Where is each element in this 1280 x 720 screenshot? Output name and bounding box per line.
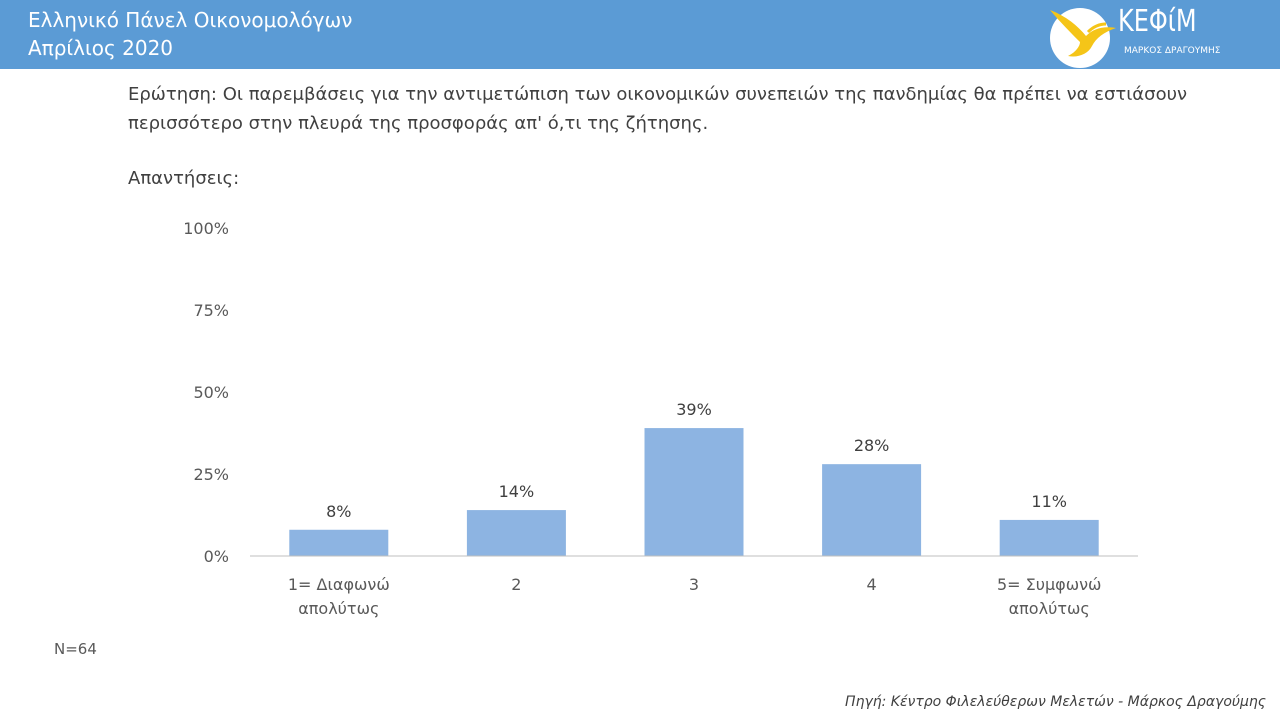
y-tick-label: 75% (193, 301, 229, 320)
data-label: 14% (499, 482, 535, 501)
bar (999, 519, 1099, 556)
panel-date: Απρίλιος 2020 (28, 36, 174, 60)
source-note: Πηγή: Κέντρο Φιλελεύθερων Μελετών - Μάρκ… (845, 694, 1266, 710)
x-tick-label: 3 (689, 575, 699, 594)
y-tick-label: 0% (204, 547, 229, 566)
x-tick-label: απολύτως (298, 599, 379, 618)
sample-size: N=64 (54, 640, 97, 658)
data-label: 39% (676, 400, 712, 419)
answers-label: Απαντήσεις: (128, 168, 240, 189)
x-tick-label: 5= Συμφωνώ (997, 575, 1102, 594)
logo-name: ΚΕΦίΜ (1118, 4, 1197, 39)
y-tick-label: 100% (183, 219, 229, 238)
data-label: 28% (854, 436, 890, 455)
panel-title: Ελληνικό Πάνελ Οικονομολόγων (28, 8, 353, 32)
header-bar: Ελληνικό Πάνελ Οικονομολόγων Απρίλιος 20… (0, 0, 1280, 69)
question-text: Ερώτηση: Οι παρεμβάσεις για την αντιμετώ… (128, 84, 1188, 134)
data-label: 8% (326, 502, 351, 521)
x-tick-label: 4 (867, 575, 877, 594)
bar (644, 428, 744, 556)
bar (466, 510, 566, 556)
data-label: 11% (1031, 492, 1067, 511)
x-tick-label: 2 (511, 575, 521, 594)
kefim-logo: ΚΕΦίΜ ΜΑΡΚΟΣ ΔΡΑΓΟΥΜΗΣ (1044, 2, 1244, 68)
bar (822, 464, 922, 556)
y-tick-label: 50% (193, 383, 229, 402)
x-tick-label: απολύτως (1009, 599, 1090, 618)
logo-subtitle: ΜΑΡΚΟΣ ΔΡΑΓΟΥΜΗΣ (1124, 46, 1221, 56)
bird-logo-icon (1050, 8, 1116, 68)
y-tick-label: 25% (193, 465, 229, 484)
x-tick-label: 1= Διαφωνώ (288, 575, 390, 594)
bar (289, 529, 389, 556)
